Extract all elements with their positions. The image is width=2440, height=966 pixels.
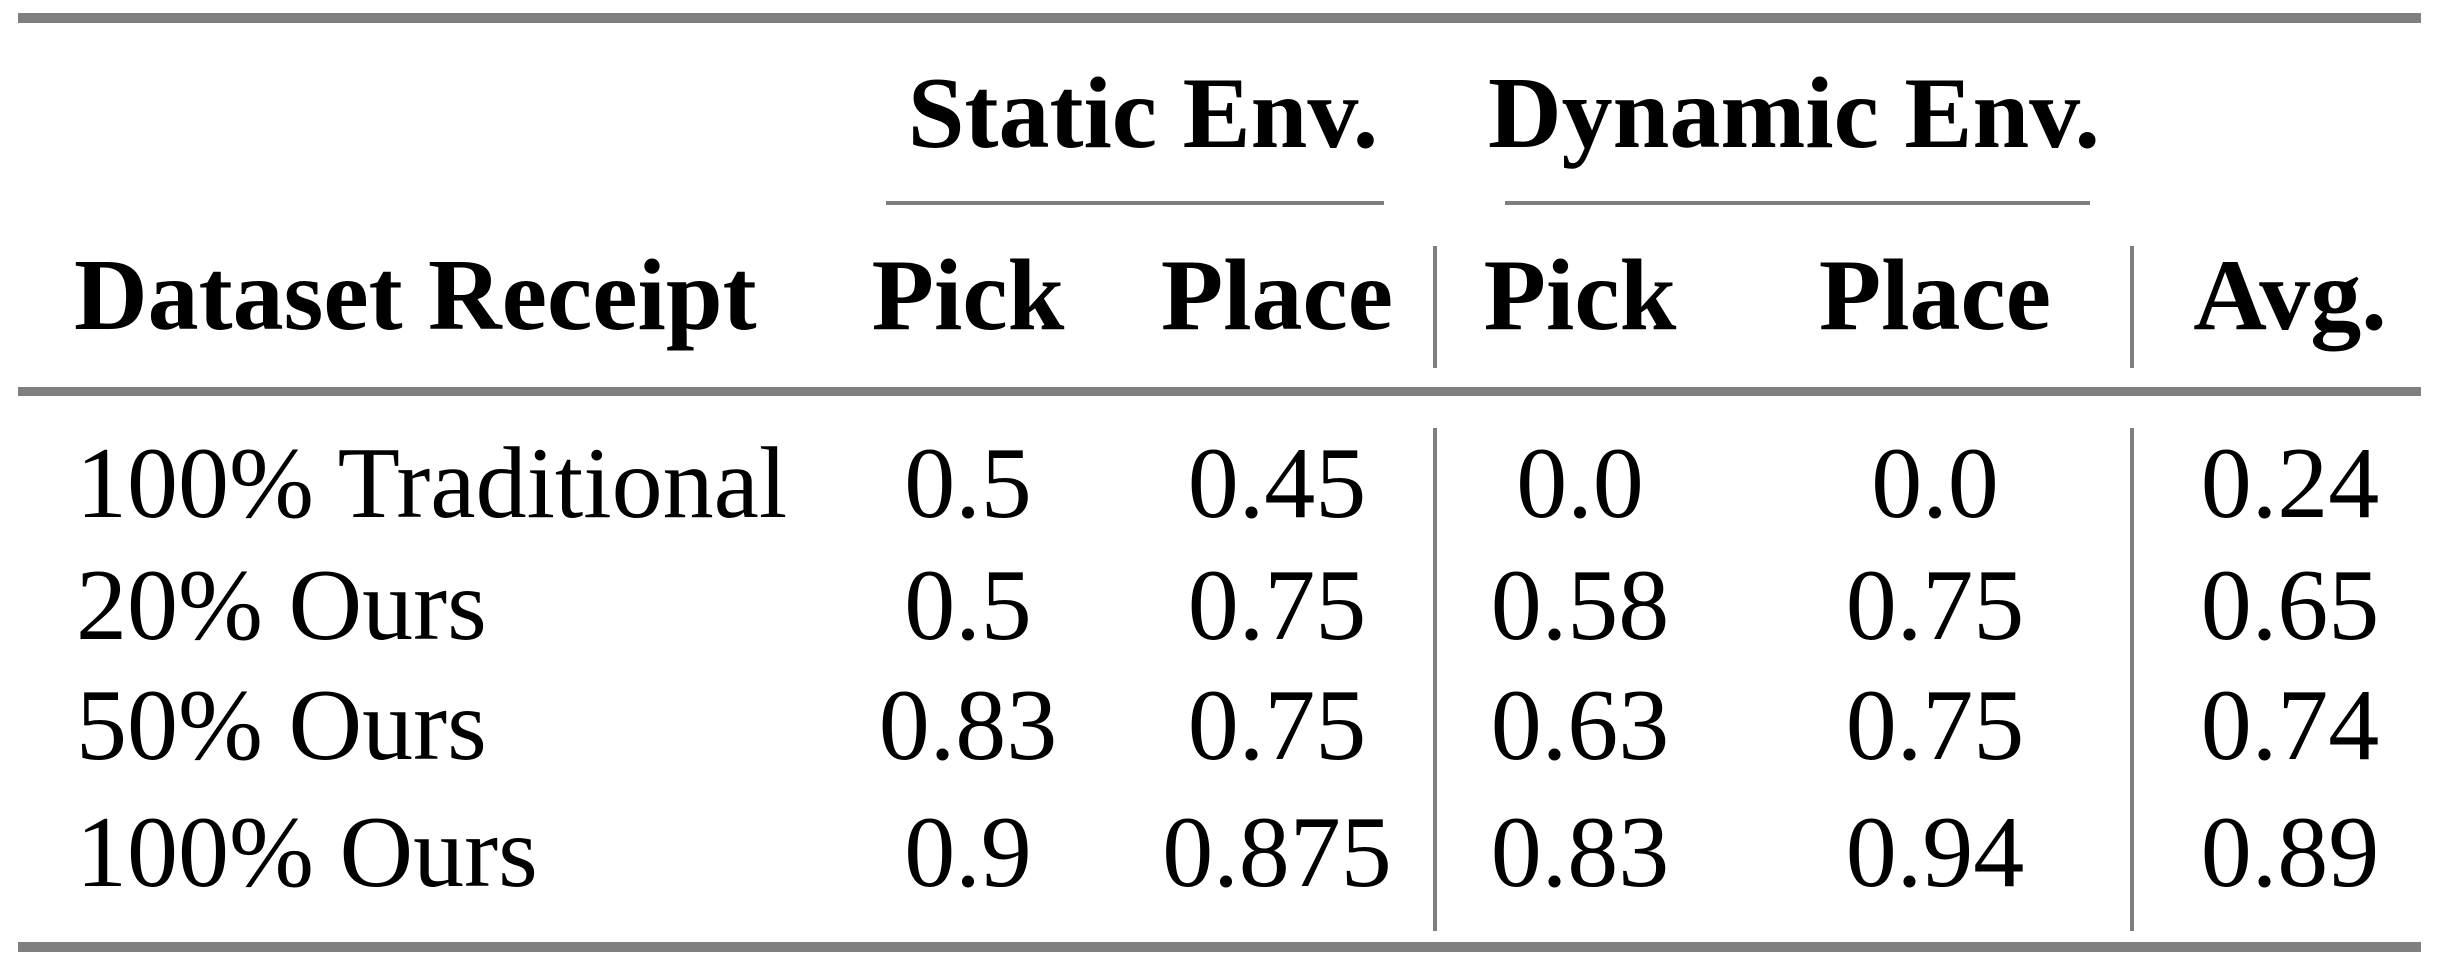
cell-static-pick: 0.83 xyxy=(878,669,1058,782)
cell-static-place: 0.75 xyxy=(1187,549,1367,662)
cell-dynamic-place: 0.75 xyxy=(1845,669,2025,782)
cell-dynamic-pick: 0.0 xyxy=(1516,427,1644,540)
column-header-dynamic-place: Place xyxy=(1818,239,2052,352)
cell-dynamic-place: 0.0 xyxy=(1871,427,1999,540)
row-label-100-traditional: 100% Traditional xyxy=(76,427,788,540)
column-header-dynamic-pick: Pick xyxy=(1483,239,1677,352)
cell-static-pick: 0.9 xyxy=(904,796,1032,909)
dynamic-env-underline xyxy=(1505,201,2090,205)
column-header-static-place: Place xyxy=(1160,239,1394,352)
table-header-rule xyxy=(18,387,2421,396)
cell-static-place: 0.75 xyxy=(1187,669,1367,782)
column-header-dataset-receipt: Dataset Receipt xyxy=(74,239,757,352)
table-top-rule xyxy=(18,13,2421,23)
column-group-dynamic-env: Dynamic Env. xyxy=(1487,57,2101,170)
vertical-rule-static-dynamic-header xyxy=(1433,246,1437,368)
column-header-avg: Avg. xyxy=(2193,239,2387,352)
vertical-rule-avg-body xyxy=(2130,428,2134,931)
cell-dynamic-pick: 0.58 xyxy=(1490,549,1670,662)
vertical-rule-avg-header xyxy=(2130,246,2134,368)
cell-static-pick: 0.5 xyxy=(904,549,1032,662)
cell-avg: 0.74 xyxy=(2200,669,2380,782)
row-label-20-ours: 20% Ours xyxy=(76,549,487,662)
row-label-50-ours: 50% Ours xyxy=(76,669,487,782)
cell-dynamic-pick: 0.83 xyxy=(1490,796,1670,909)
column-group-static-env: Static Env. xyxy=(907,57,1379,170)
table-bottom-rule xyxy=(18,942,2421,952)
cell-dynamic-place: 0.94 xyxy=(1845,796,2025,909)
cell-avg: 0.24 xyxy=(2200,427,2380,540)
row-label-100-ours: 100% Ours xyxy=(76,796,538,909)
cell-static-place: 0.875 xyxy=(1162,796,1392,909)
cell-static-pick: 0.5 xyxy=(904,427,1032,540)
cell-dynamic-place: 0.75 xyxy=(1845,549,2025,662)
static-env-underline xyxy=(886,201,1384,205)
column-header-static-pick: Pick xyxy=(871,239,1065,352)
cell-dynamic-pick: 0.63 xyxy=(1490,669,1670,782)
cell-static-place: 0.45 xyxy=(1187,427,1367,540)
cell-avg: 0.89 xyxy=(2200,796,2380,909)
cell-avg: 0.65 xyxy=(2200,549,2380,662)
vertical-rule-static-dynamic-body xyxy=(1433,428,1437,931)
